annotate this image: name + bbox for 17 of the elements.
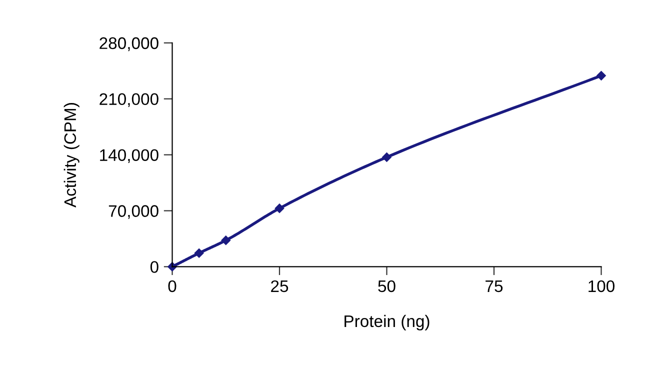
- x-tick-label: 75: [486, 280, 503, 292]
- y-tick-label: 280,000: [100, 37, 158, 52]
- y-tick-label: 140,000: [100, 149, 158, 163]
- x-tick-label: 25: [271, 280, 288, 292]
- point: [221, 236, 230, 245]
- point: [382, 152, 392, 162]
- point: [194, 248, 204, 258]
- x-axis-title: Protein (ng): [344, 314, 430, 330]
- point: [274, 204, 284, 213]
- x-tick-label: 100: [588, 280, 615, 292]
- y-tick-label: 0: [150, 261, 158, 273]
- y-tick-label: 70,000: [108, 205, 158, 219]
- y-tick-label: 210,000: [100, 93, 158, 108]
- x-tick-label: 0: [168, 280, 176, 292]
- point: [596, 71, 606, 80]
- y-axis-title: Activity (CPM): [64, 103, 80, 208]
- x-tick-label: 50: [378, 280, 396, 292]
